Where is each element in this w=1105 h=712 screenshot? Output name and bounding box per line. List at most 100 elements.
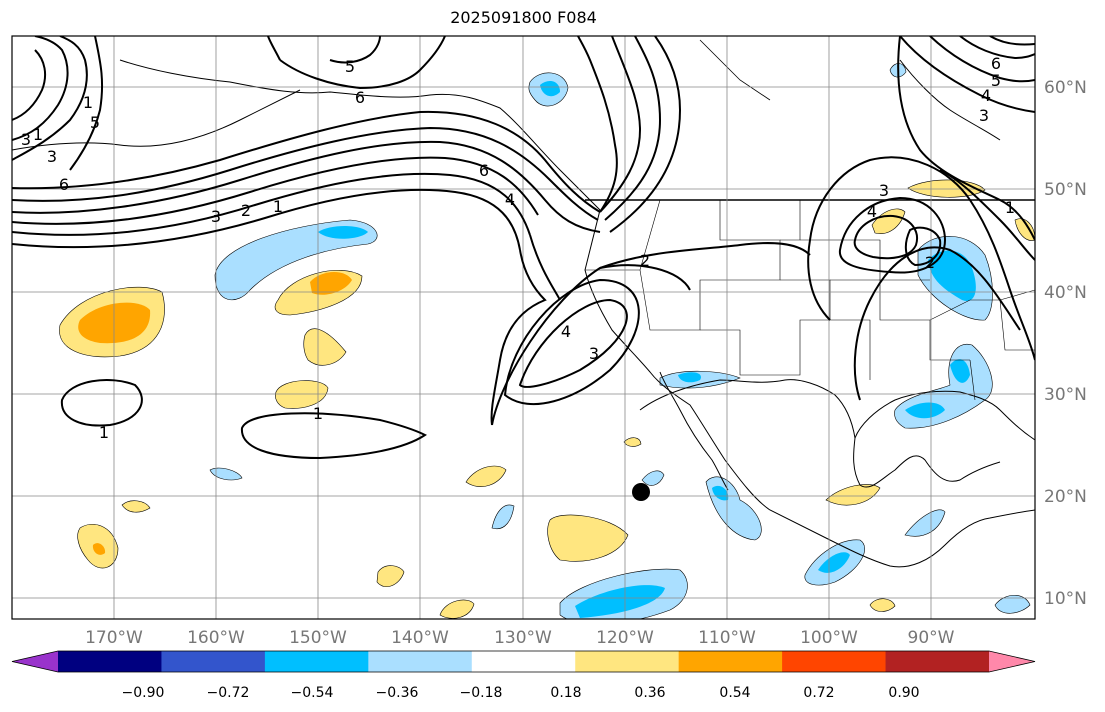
contour-label: 5 [991,71,1001,90]
lat-label: 50°N [1044,180,1087,200]
contour-label: 3 [879,181,889,200]
map-frame [11,35,1036,620]
colorbar-tick: −0.72 [207,685,250,701]
lon-label: 120°W [596,628,654,648]
negative-anomaly [491,504,515,530]
lon-label: 90°W [908,628,955,648]
negative-anomaly [641,470,665,486]
positive-anomaly [465,465,507,487]
colorbar-tick: 0.54 [719,685,750,701]
positive-anomaly [92,543,106,555]
colorbar-tick: 0.90 [888,685,919,701]
lon-label: 100°W [800,628,858,648]
colorbar-tick: −0.36 [376,685,419,701]
negative-anomaly [214,219,378,301]
colorbar-tick: 0.36 [634,685,665,701]
contour-label: 1 [1005,198,1015,217]
negative-anomaly [905,402,945,419]
positive-anomaly [310,271,352,295]
contour-label: 4 [505,190,515,209]
negative-anomaly [950,359,970,383]
contour-label: 1 [273,197,283,216]
latitude-labels: 60°N 50°N 40°N 30°N 20°N 10°N [1044,78,1087,609]
colorbar-segment [161,651,266,672]
lat-label: 30°N [1044,385,1087,405]
colorbar-extend-max [989,651,1035,672]
contour-label-group: 5 6 1 3 5 1 3 6 3 2 1 6 4 2 4 3 1 3 4 2 … [21,54,1015,442]
contour-lines [12,36,1035,460]
coastlines [12,39,1035,568]
lon-label: 150°W [289,628,347,648]
colorbar-tick: −0.90 [122,685,165,701]
colorbar-tick: −0.18 [460,685,503,701]
contour-label: 1 [99,423,109,442]
lat-label: 20°N [1044,487,1087,507]
contour-label: 4 [981,86,991,105]
contour-label: 1 [33,125,43,144]
colorbar-segment [575,651,680,672]
contour-label: 3 [47,147,57,166]
contour-label: 2 [925,253,935,272]
colorbar-extend-min [12,651,58,672]
contour-label: 5 [345,57,355,76]
contour-label: 6 [355,88,365,107]
positive-anomaly [376,565,405,587]
lat-label: 10°N [1044,589,1087,609]
lon-label: 140°W [391,628,449,648]
colorbar-segment [678,651,783,672]
negative-anomaly [894,343,993,429]
contour-label: 3 [589,344,599,363]
contour-label: 3 [211,207,221,226]
longitude-labels: 170°W 160°W 150°W 140°W 130°W 120°W 110°… [85,628,955,648]
negative-anomaly [318,226,368,239]
lon-label: 110°W [698,628,756,648]
colorbar-segment [782,651,887,672]
colorbar-tick: 0.72 [803,685,834,701]
contour-label: 5 [90,113,100,132]
contour-label: 4 [561,322,571,341]
negative-anomaly [994,594,1031,614]
contour-label: 1 [313,404,323,423]
contour-label: 2 [640,251,650,270]
negative-anomaly [928,250,976,301]
lon-label: 130°W [494,628,552,648]
contour-label: 3 [979,106,989,125]
contour-label: 6 [991,54,1001,73]
positive-anomaly [547,514,629,562]
positive-anomaly [275,380,329,409]
lon-label: 170°W [85,628,143,648]
negative-anomaly [678,372,701,383]
contour-label: 6 [479,161,489,180]
graticule [12,36,1035,619]
lon-label: 160°W [187,628,245,648]
negative-anomaly [540,80,560,97]
negative-anomaly [818,552,850,573]
colorbar-segment [264,651,369,672]
contour-label: 4 [867,202,877,221]
positive-anomaly [121,500,151,513]
colorbar-tick: 0.18 [550,685,581,701]
colorbar-tick: −0.54 [291,685,334,701]
colorbar-segment [471,651,576,672]
positive-anomaly [871,208,906,234]
positive-anomaly [869,598,896,612]
map-title: 2025091800 F084 [450,8,597,27]
lat-label: 40°N [1044,283,1087,303]
negative-anomaly [712,485,729,501]
colorbar [11,650,1036,673]
contour-label: 2 [241,201,251,220]
positive-anomaly [439,599,475,619]
colorbar-segment [368,651,473,672]
negative-anomaly [209,467,243,481]
negative-anomaly [575,585,665,618]
anomaly-shading [59,63,1035,619]
contour-label: 3 [21,130,31,149]
colorbar-ticks: −0.90 −0.72 −0.54 −0.36 −0.18 0.18 0.36 … [122,685,920,701]
positive-anomaly [825,484,881,506]
negative-anomaly [705,476,762,541]
colorbar-segment [885,651,990,672]
colorbar-segment [58,651,162,672]
map-area: 5 6 1 3 5 1 3 6 3 2 1 6 4 2 4 3 1 3 4 2 … [12,36,1035,619]
contour-label: 1 [83,93,93,112]
